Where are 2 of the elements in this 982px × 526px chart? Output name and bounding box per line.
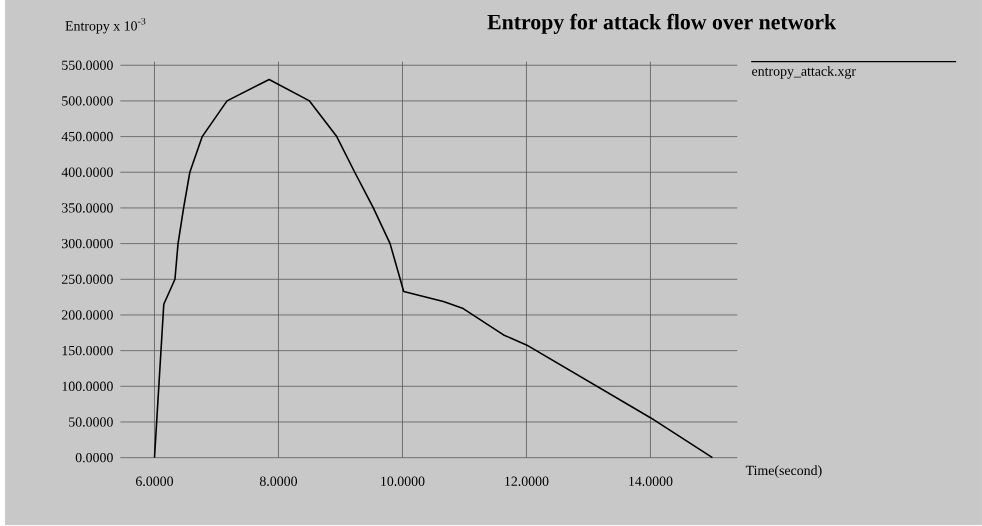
chart-title: Entropy for attack flow over network <box>487 14 837 35</box>
line-series <box>153 79 714 459</box>
